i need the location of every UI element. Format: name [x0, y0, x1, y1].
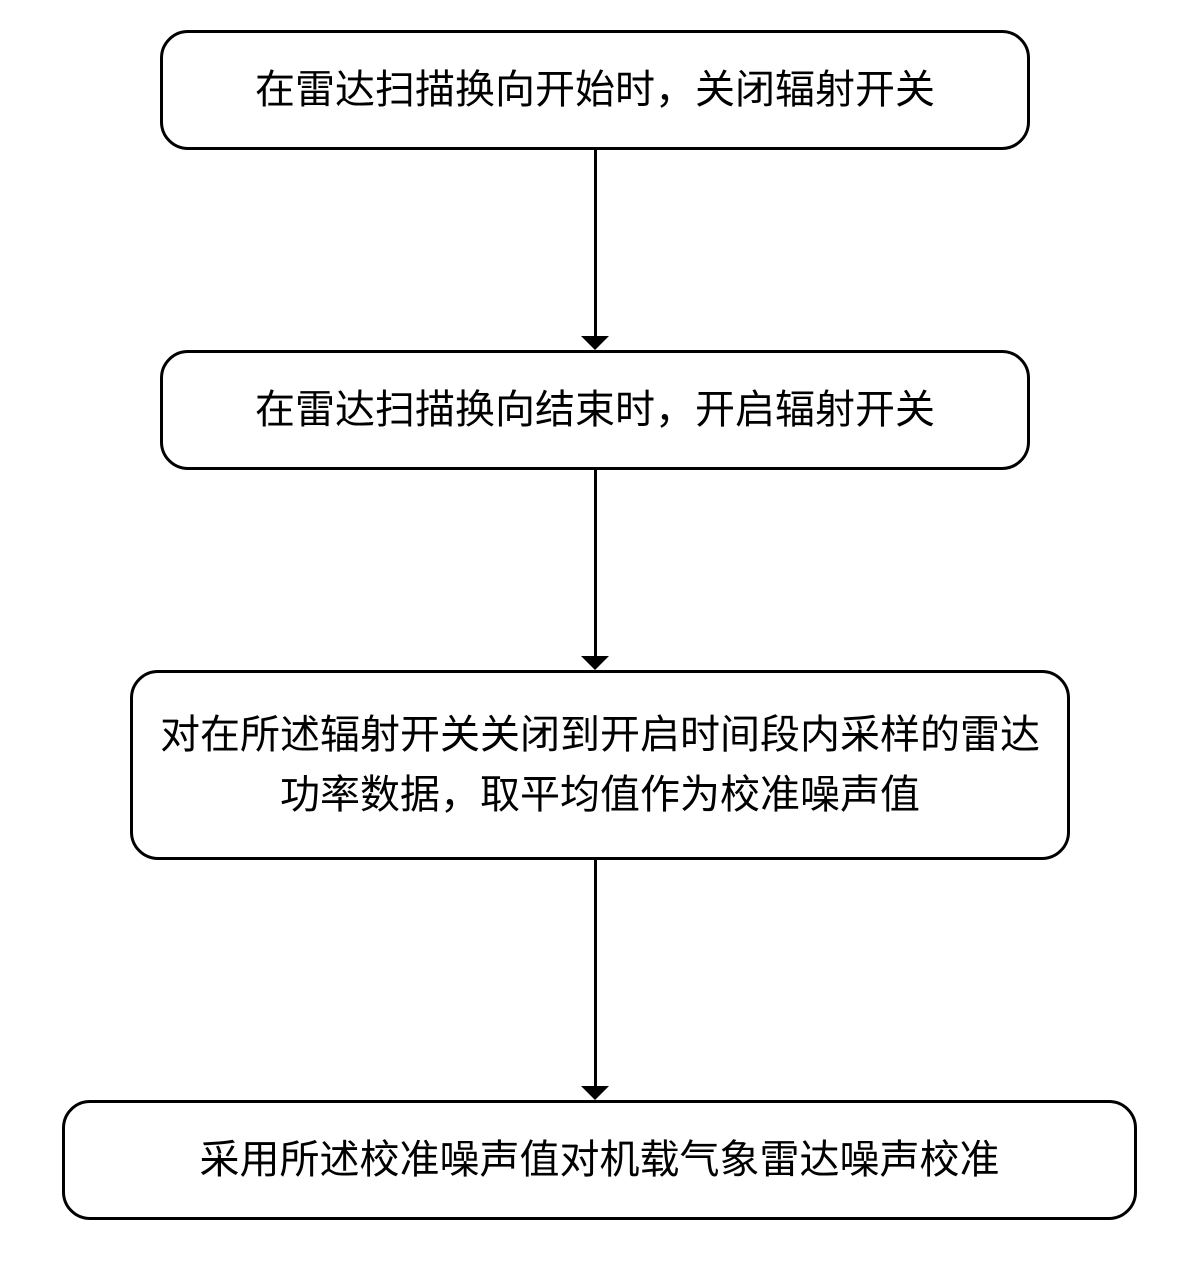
flowchart-node-label: 在雷达扫描换向结束时，开启辐射开关	[255, 380, 935, 440]
flowchart-node-label: 对在所述辐射开关关闭到开启时间段内采样的雷达功率数据，取平均值作为校准噪声值	[153, 705, 1047, 825]
flowchart-node-label: 在雷达扫描换向开始时，关闭辐射开关	[255, 60, 935, 120]
flowchart-canvas: 在雷达扫描换向开始时，关闭辐射开关在雷达扫描换向结束时，开启辐射开关对在所述辐射…	[0, 0, 1198, 1267]
flowchart-arrowhead-1	[581, 656, 609, 670]
flowchart-node-n4: 采用所述校准噪声值对机载气象雷达噪声校准	[62, 1100, 1137, 1220]
flowchart-node-n1: 在雷达扫描换向开始时，关闭辐射开关	[160, 30, 1030, 150]
flowchart-node-n3: 对在所述辐射开关关闭到开启时间段内采样的雷达功率数据，取平均值作为校准噪声值	[130, 670, 1070, 860]
flowchart-arrowhead-2	[581, 1086, 609, 1100]
flowchart-arrow-2	[594, 860, 597, 1086]
flowchart-arrow-1	[594, 470, 597, 656]
flowchart-arrowhead-0	[581, 336, 609, 350]
flowchart-arrow-0	[594, 150, 597, 336]
flowchart-node-n2: 在雷达扫描换向结束时，开启辐射开关	[160, 350, 1030, 470]
flowchart-node-label: 采用所述校准噪声值对机载气象雷达噪声校准	[200, 1130, 1000, 1190]
